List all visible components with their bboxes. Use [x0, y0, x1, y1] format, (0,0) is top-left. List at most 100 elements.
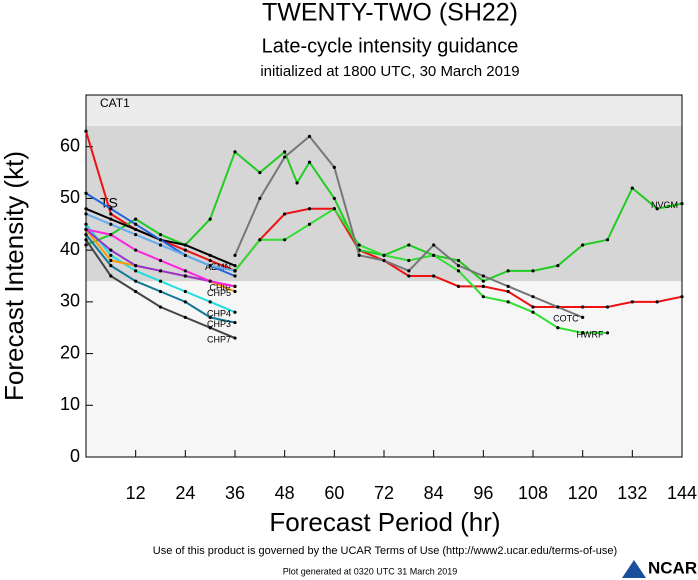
- series-point: [134, 289, 138, 294]
- series-point: [158, 305, 163, 309]
- x-tick-label: 12: [126, 483, 146, 503]
- series-point: [109, 222, 113, 226]
- series-point: [258, 196, 262, 201]
- series-point: [84, 243, 88, 247]
- logo-text: NCAR: [648, 558, 697, 577]
- series-point: [531, 305, 535, 309]
- series-point: [283, 150, 287, 154]
- series-point: [283, 238, 287, 242]
- series-point: [233, 284, 237, 288]
- series-point: [183, 243, 187, 247]
- series-point: [84, 129, 88, 133]
- series-point: [109, 253, 113, 257]
- series-point: [109, 248, 113, 252]
- series-point: [307, 222, 312, 226]
- series-line: [85, 150, 683, 283]
- y-tick-label: 60: [60, 135, 80, 155]
- series-point: [456, 264, 461, 268]
- x-tick-label: 72: [374, 483, 394, 503]
- series-point: [295, 181, 299, 185]
- x-axis-label: Forecast Period (hr): [269, 507, 500, 537]
- logo-icon: [622, 560, 646, 578]
- series-point: [84, 233, 88, 237]
- series-point: [556, 305, 560, 309]
- x-tick-label: 48: [275, 483, 295, 503]
- series-label: CHP4: [207, 309, 231, 319]
- series-point: [84, 222, 88, 226]
- series-point: [506, 300, 510, 304]
- series-point: [208, 326, 212, 330]
- series-point: [84, 207, 88, 211]
- series-point: [183, 253, 187, 257]
- series-point: [134, 264, 138, 268]
- series-point: [506, 289, 510, 294]
- series-label: HWRF: [577, 329, 604, 339]
- series-point: [258, 238, 262, 242]
- init-time: initialized at 1800 UTC, 30 March 2019: [260, 63, 519, 80]
- series-point: [208, 258, 212, 263]
- series-point: [531, 295, 535, 299]
- series-point: [109, 207, 113, 211]
- series-point: [655, 300, 659, 304]
- series-point: [109, 274, 113, 278]
- x-tick-label: 120: [568, 483, 598, 503]
- series-point: [581, 315, 585, 319]
- series-point: [680, 295, 684, 299]
- series-point: [109, 264, 113, 268]
- series-point: [134, 222, 138, 226]
- x-tick-label: 96: [473, 483, 493, 503]
- intensity-band: [86, 126, 682, 282]
- series-point: [183, 289, 187, 294]
- generated: Plot generated at 0320 UTC 31 March 2019: [283, 566, 458, 576]
- series-point: [134, 269, 138, 273]
- series-point: [581, 331, 585, 335]
- series-point: [233, 253, 237, 257]
- series-label: CHP5: [207, 288, 231, 298]
- series-point: [158, 258, 163, 263]
- series-point: [605, 238, 610, 242]
- series-point: [208, 217, 212, 221]
- series-point: [158, 238, 163, 242]
- chart-title: TWENTY-TWO (SH22): [262, 0, 518, 27]
- series-point: [158, 279, 163, 283]
- series-point: [233, 264, 237, 268]
- series-point: [307, 207, 312, 211]
- series-label: CHIP: [209, 283, 231, 293]
- x-tick-label: 144: [667, 483, 697, 503]
- series-point: [556, 326, 560, 330]
- series-point: [432, 243, 436, 247]
- series-point: [109, 217, 113, 221]
- series-point: [432, 274, 436, 278]
- series-point: [581, 243, 585, 247]
- series-point: [183, 274, 187, 278]
- series-label: CHP7: [207, 334, 231, 344]
- series-point: [84, 212, 88, 216]
- series-point: [432, 253, 436, 257]
- series-point: [158, 289, 163, 294]
- series-point: [208, 253, 212, 257]
- footer: Use of this product is governed by the U…: [153, 545, 617, 557]
- series-point: [556, 264, 560, 268]
- x-tick-label: 84: [424, 483, 444, 503]
- series-point: [134, 248, 138, 252]
- series-point: [109, 258, 113, 263]
- x-tick-label: 132: [617, 483, 647, 503]
- series-point: [158, 269, 163, 273]
- series-point: [332, 196, 336, 201]
- band-label: CAT1: [100, 96, 130, 110]
- series-point: [357, 243, 361, 247]
- series-point: [307, 134, 312, 138]
- series-point: [531, 310, 535, 314]
- series-point: [208, 300, 212, 304]
- series-point: [233, 310, 237, 314]
- series-point: [158, 233, 163, 237]
- series-label: COTC: [553, 314, 579, 324]
- series-point: [481, 284, 485, 288]
- series-point: [481, 295, 485, 299]
- series-point: [183, 300, 187, 304]
- y-tick-label: 30: [60, 291, 80, 311]
- series-point: [134, 279, 138, 283]
- series-point: [134, 217, 138, 221]
- series-point: [630, 300, 634, 304]
